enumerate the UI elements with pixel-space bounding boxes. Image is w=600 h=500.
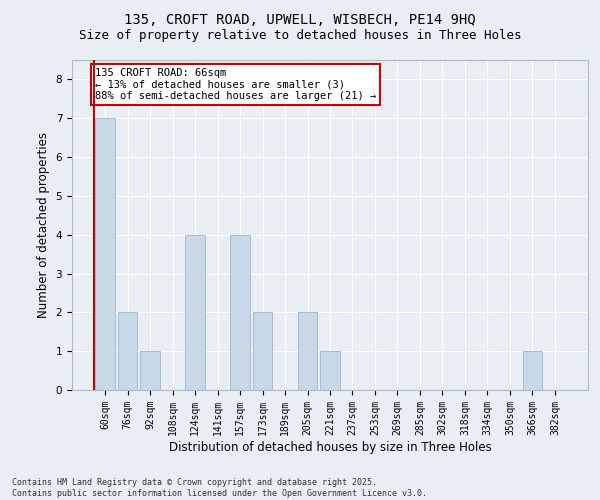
Bar bbox=[298, 312, 317, 390]
Bar bbox=[95, 118, 115, 390]
Bar bbox=[230, 234, 250, 390]
Bar bbox=[523, 351, 542, 390]
Bar bbox=[253, 312, 272, 390]
Text: 135 CROFT ROAD: 66sqm
← 13% of detached houses are smaller (3)
88% of semi-detac: 135 CROFT ROAD: 66sqm ← 13% of detached … bbox=[95, 68, 376, 101]
Text: Contains HM Land Registry data © Crown copyright and database right 2025.
Contai: Contains HM Land Registry data © Crown c… bbox=[12, 478, 427, 498]
Y-axis label: Number of detached properties: Number of detached properties bbox=[37, 132, 50, 318]
Bar bbox=[140, 351, 160, 390]
Bar bbox=[118, 312, 137, 390]
X-axis label: Distribution of detached houses by size in Three Holes: Distribution of detached houses by size … bbox=[169, 440, 491, 454]
Bar bbox=[185, 234, 205, 390]
Text: Size of property relative to detached houses in Three Holes: Size of property relative to detached ho… bbox=[79, 29, 521, 42]
Bar bbox=[320, 351, 340, 390]
Text: 135, CROFT ROAD, UPWELL, WISBECH, PE14 9HQ: 135, CROFT ROAD, UPWELL, WISBECH, PE14 9… bbox=[124, 12, 476, 26]
